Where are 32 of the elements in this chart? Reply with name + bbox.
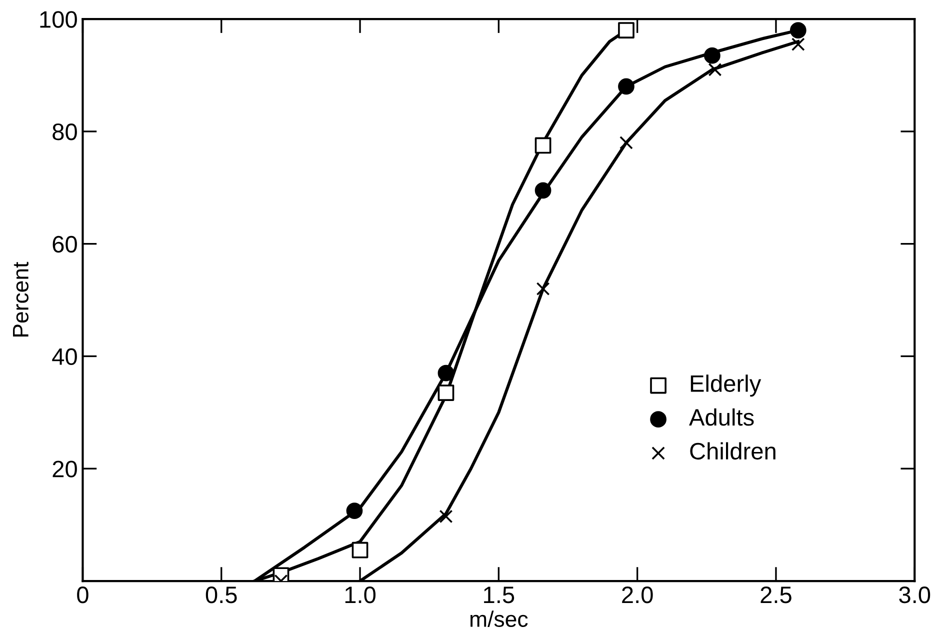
x-tick-label: 3.0	[899, 586, 930, 604]
y-tick-label: 40	[52, 348, 77, 366]
point	[708, 62, 722, 76]
legend-label: Elderly	[690, 374, 762, 397]
y-tick-label: 20	[52, 460, 77, 478]
y-axis-title: Percent	[13, 262, 29, 337]
y-tick-label: 80	[52, 124, 77, 140]
y-tick-label: 100	[40, 11, 77, 28]
point	[536, 282, 550, 296]
point	[439, 510, 453, 524]
x-tick-label: 1.0	[345, 586, 376, 604]
x-tick-label: 2.5	[760, 586, 792, 604]
point	[346, 502, 363, 519]
x-tick-label: 1.5	[484, 586, 514, 604]
point	[618, 22, 634, 38]
legend-label: Children	[690, 442, 776, 460]
point	[620, 136, 633, 150]
point	[438, 384, 454, 401]
x-tick-label: 0.5	[206, 586, 237, 604]
x-tick-label: 2.0	[622, 586, 653, 604]
point	[618, 78, 634, 95]
legend-label: Adults	[689, 408, 754, 426]
point	[704, 47, 720, 64]
x-tick-label: 0	[77, 586, 88, 604]
point	[534, 182, 552, 199]
y-tick-label: 60	[52, 236, 77, 253]
point	[352, 542, 368, 558]
point	[534, 137, 552, 154]
point	[790, 22, 806, 38]
x-axis-title: m/sec	[470, 610, 528, 627]
point	[791, 38, 805, 52]
point	[438, 364, 454, 382]
